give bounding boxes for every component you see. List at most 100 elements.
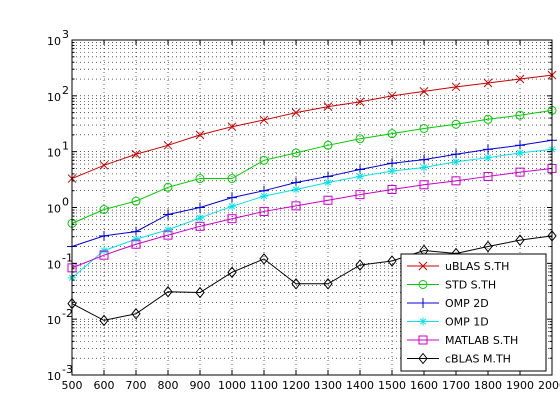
data-point (355, 259, 365, 271)
legend-marker (418, 298, 428, 308)
data-point (516, 148, 524, 157)
data-point (227, 214, 237, 224)
data-point (163, 230, 173, 240)
data-point (451, 149, 461, 160)
data-point (227, 174, 237, 184)
y-tick-label-exponent: -3 (62, 363, 73, 376)
x-tick-label: 1300 (314, 379, 342, 392)
data-point (131, 196, 141, 206)
data-point (195, 221, 205, 231)
series-line (71, 109, 553, 224)
data-point (387, 158, 397, 169)
x-tick-label: 800 (158, 379, 179, 392)
legend-label: MATLAB S.TH (445, 334, 518, 347)
data-point (323, 195, 333, 205)
data-point (99, 250, 109, 260)
data-point (195, 286, 205, 299)
x-tick-label: 1800 (474, 379, 502, 392)
data-point (452, 157, 460, 166)
y-tick-label-exponent: 2 (62, 84, 69, 97)
data-point (195, 202, 205, 213)
data-point (515, 140, 525, 151)
y-tick-label-exponent: 0 (62, 196, 69, 209)
data-point (483, 144, 493, 155)
data-point (99, 205, 109, 215)
data-point (419, 87, 429, 96)
data-point (132, 235, 140, 244)
y-tick-label: 10 (47, 370, 61, 383)
x-tick-label: 1200 (282, 379, 310, 392)
data-point (99, 160, 109, 170)
x-tick-label: 700 (126, 379, 147, 392)
legend-entry: OMP 2D (407, 297, 489, 310)
legend-label: OMP 2D (445, 297, 489, 310)
legend-marker (418, 335, 428, 345)
data-point (196, 213, 204, 222)
data-point (356, 172, 364, 181)
legend-entry: MATLAB S.TH (407, 334, 518, 347)
x-tick-label: 1500 (378, 379, 406, 392)
data-point (323, 277, 333, 290)
data-point (419, 180, 429, 190)
data-point (355, 97, 365, 107)
y-tick-label: 10 (47, 314, 61, 327)
data-point (291, 108, 301, 117)
x-tick-label: 1000 (218, 379, 246, 392)
data-point (323, 140, 333, 150)
y-tick-label: 10 (47, 91, 61, 104)
data-point (291, 148, 301, 158)
data-point (515, 74, 525, 84)
x-tick-label: 2000 (538, 379, 560, 392)
series-line (71, 148, 553, 279)
data-point (451, 119, 461, 129)
data-point (387, 255, 397, 267)
data-point (388, 167, 396, 176)
series-line (71, 139, 553, 248)
series-std-s-th (67, 105, 557, 228)
data-point (483, 240, 493, 253)
data-point (515, 110, 525, 120)
data-point (163, 140, 173, 150)
legend-label: OMP 1D (445, 316, 489, 329)
data-point (163, 285, 173, 298)
data-point (227, 122, 237, 132)
x-tick-label: 1100 (250, 379, 278, 392)
legend-entry: cBLAS M.TH (407, 353, 511, 366)
data-point (99, 230, 109, 241)
data-point (195, 174, 205, 184)
y-tick-label: 10 (47, 35, 61, 48)
data-point (227, 192, 237, 203)
data-point (419, 154, 429, 165)
legend-box (400, 253, 547, 372)
x-tick-label: 1700 (442, 379, 470, 392)
data-point (228, 202, 236, 211)
series-line (71, 74, 553, 180)
data-point (420, 163, 428, 172)
legend: uBLAS S.TH STD S.TH OMP 2D OMP 1D MATLAB S.T… (400, 253, 547, 372)
series-matlab-s-th (67, 163, 557, 273)
data-point (324, 178, 332, 187)
data-point (419, 123, 429, 133)
data-point (131, 149, 141, 159)
data-point (355, 190, 365, 200)
y-tick-label: 10 (47, 203, 61, 216)
legend-entry: STD S.TH (407, 279, 496, 292)
data-point (483, 78, 493, 88)
series-line (71, 235, 553, 321)
data-point (131, 307, 141, 320)
y-tick-label: 10 (47, 147, 61, 160)
data-point (227, 266, 237, 279)
data-point (259, 253, 269, 265)
data-point (259, 155, 269, 165)
y-tick-label: 10 (47, 258, 61, 271)
legend-entry: OMP 1D (407, 316, 489, 329)
data-point (451, 82, 461, 92)
legend-marker (418, 261, 428, 271)
data-point (131, 239, 141, 249)
data-point (387, 129, 397, 139)
x-tick-label: 900 (190, 379, 211, 392)
legend-marker (419, 317, 427, 326)
data-point (99, 314, 109, 327)
x-axis-tick-labels: 500 600 700 800 900 1000 1100 1200 1300 1400 1500 1… (62, 379, 560, 392)
